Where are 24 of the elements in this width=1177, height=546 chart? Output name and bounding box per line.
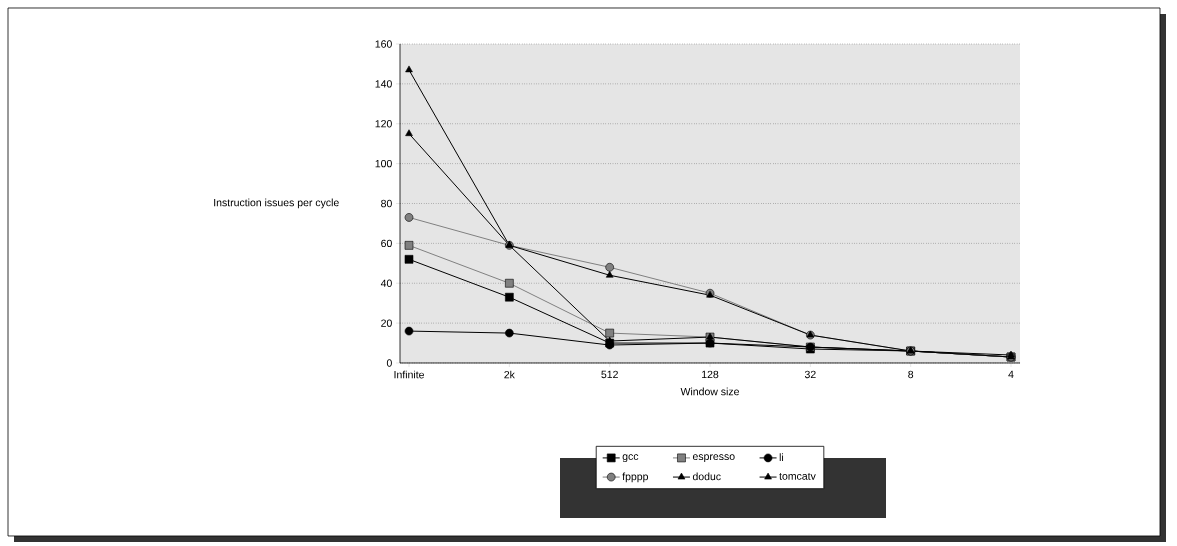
x-tick-label: 2k bbox=[504, 370, 515, 379]
x-tick-label: 4 bbox=[1008, 370, 1014, 378]
legend-label: tomcatv bbox=[779, 472, 816, 480]
y-tick-label: 0 bbox=[386, 359, 392, 367]
y-tick-label: 140 bbox=[375, 80, 392, 88]
x-tick-label: 32 bbox=[804, 370, 816, 379]
x-tick-label: Infinite bbox=[394, 370, 425, 379]
legend-label: gcc bbox=[622, 454, 639, 463]
y-tick-label: 40 bbox=[380, 279, 392, 287]
legend-label: fpppp bbox=[622, 472, 649, 483]
legend-label: li bbox=[779, 453, 784, 461]
y-tick-label: 160 bbox=[375, 40, 392, 48]
legend-label: espresso bbox=[692, 454, 735, 463]
y-axis-title: Instruction issues per cycle bbox=[214, 198, 339, 209]
x-tick-label: 128 bbox=[702, 370, 719, 379]
legend-label: doduc bbox=[692, 472, 721, 481]
y-tick-label: 80 bbox=[381, 199, 392, 208]
x-axis-title: Window size bbox=[680, 387, 739, 396]
x-tick-label: 8 bbox=[908, 370, 914, 379]
y-tick-label: 120 bbox=[375, 120, 392, 128]
x-tick-label: 512 bbox=[601, 370, 618, 379]
y-tick-label: 100 bbox=[375, 159, 392, 168]
y-tick-label: 20 bbox=[381, 319, 392, 327]
y-tick-label: 60 bbox=[381, 239, 392, 248]
